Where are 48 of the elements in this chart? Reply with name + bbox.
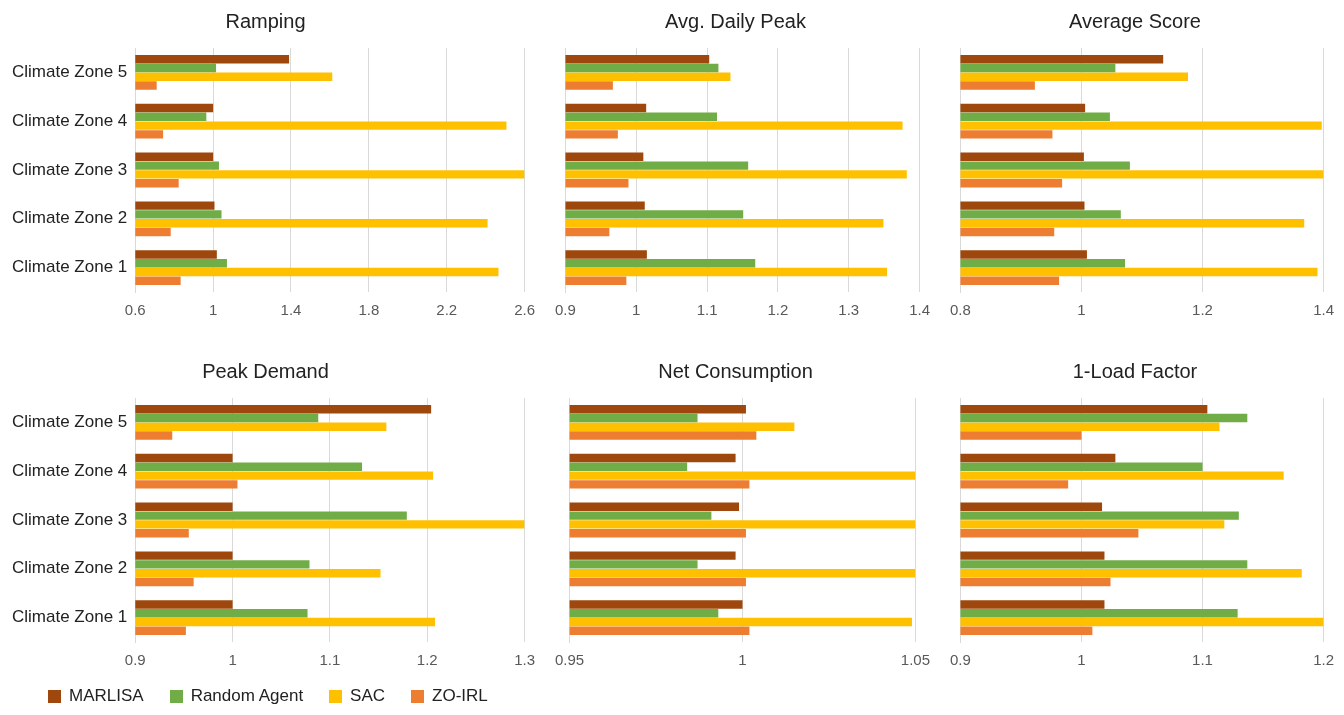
chart-title: 1-Load Factor [1072,359,1198,382]
x-tick-label: 2.6 [514,301,535,319]
x-tick-label: 2.2 [436,301,458,319]
chart-title: Average Score [1069,9,1201,32]
x-tick-label: 1.2 [767,301,789,319]
x-tick-label: 1.4 [909,301,930,319]
chart-title: Peak Demand [202,359,329,382]
x-tick-label: 0.6 [124,301,146,319]
legend-label: Random Agent [190,686,304,706]
y-tick-label: Climate Zone 5 [11,412,128,432]
x-tick-label: 1.3 [838,301,860,319]
chart-title: Net Consumption [658,359,813,382]
y-tick-label: Climate Zone 2 [11,558,128,578]
y-tick-label: Climate Zone 5 [11,62,128,82]
x-tick-label: 0.9 [555,301,576,319]
chart-title: Avg. Daily Peak [665,9,807,32]
legend-label: ZO-IRL [432,686,488,706]
legend-label: MARLISA [69,686,144,706]
x-tick-label: 1 [208,301,218,319]
y-tick-label: Climate Zone 2 [11,208,128,228]
y-tick-label: Climate Zone 1 [11,257,128,277]
x-tick-label: 1 [228,651,237,669]
y-tick-label: Climate Zone 3 [11,509,128,529]
x-tick-label: 1.4 [1313,301,1334,319]
x-tick-label: 0.9 [124,651,146,669]
x-tick-label: 1 [1077,651,1086,669]
chart-title: Ramping [225,9,306,32]
x-tick-label: 1.3 [514,651,535,669]
y-tick-label: Climate Zone 4 [11,110,128,130]
x-tick-label: 0.8 [950,301,971,319]
x-tick-label: 1.2 [416,651,438,669]
x-tick-label: 1.2 [1313,651,1334,669]
x-tick-label: 1 [738,651,747,669]
x-tick-label: 0.95 [555,651,585,669]
x-tick-label: 1 [1077,301,1086,319]
x-tick-label: 1.05 [900,651,930,669]
x-tick-label: 1.4 [280,301,302,319]
x-tick-label: 1.2 [1192,301,1213,319]
x-tick-label: 1.8 [358,301,380,319]
y-tick-label: Climate Zone 4 [11,460,128,480]
x-tick-label: 1.1 [319,651,341,669]
legend-label: SAC [350,686,386,706]
y-tick-label: Climate Zone 1 [11,607,128,627]
y-tick-label: Climate Zone 3 [11,159,128,179]
x-tick-label: 1 [632,301,641,319]
x-tick-label: 0.9 [950,651,971,669]
x-tick-label: 1.1 [696,301,718,319]
x-tick-label: 1.1 [1192,651,1213,669]
